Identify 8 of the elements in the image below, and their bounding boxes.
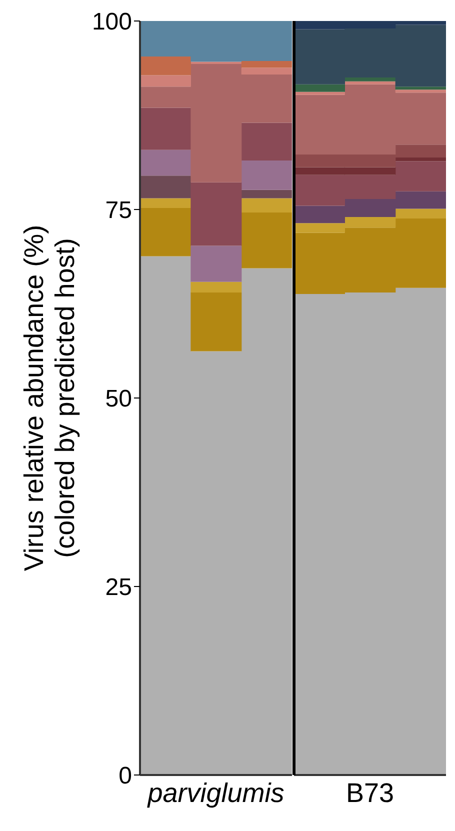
y-tick-label: 0: [118, 762, 132, 790]
y-tick-label: 75: [105, 197, 132, 224]
x-tick-label: B73: [346, 778, 394, 808]
x-tick-label: parviglumis: [146, 778, 284, 808]
y-tick-label: 50: [105, 386, 132, 413]
y-axis-title: Virus relative abundance (%) (colored by predicted host): [19, 224, 80, 572]
y-tick-label: 100: [92, 8, 132, 36]
y-tick-label: 25: [105, 574, 132, 602]
